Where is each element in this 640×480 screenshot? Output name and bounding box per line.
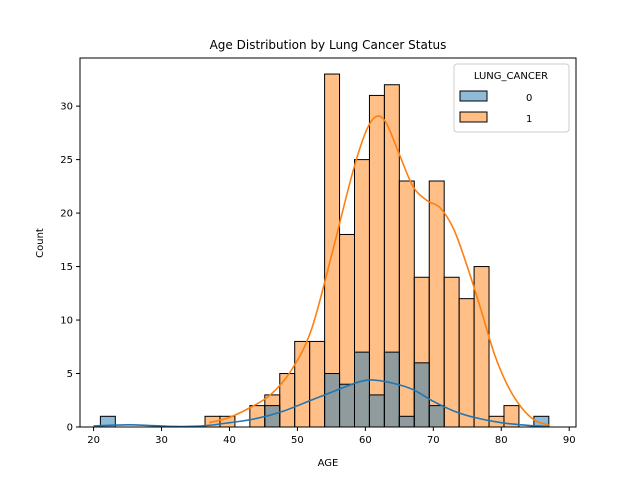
histogram-bar-series-1	[473, 266, 490, 428]
x-tick-label: 60	[359, 435, 372, 446]
histogram-bar-series-1	[368, 94, 385, 428]
histogram-bar-series-0	[368, 394, 385, 428]
histogram-bar-series-0	[339, 383, 355, 428]
plot-frame	[79, 57, 577, 428]
legend-label-1: 1	[526, 114, 532, 125]
y-axis: 0 5 10 15 20 25 30	[60, 102, 80, 434]
histogram-bar-series-1	[443, 276, 460, 428]
histogram-bar-series-1	[458, 298, 475, 428]
x-tick-label: 50	[291, 435, 304, 446]
x-tick-label: 30	[155, 435, 168, 446]
histogram-bar-series-1	[309, 340, 326, 428]
y-tick-label: 10	[60, 316, 73, 327]
x-axis: 20 30 40 50 60 70 80 90	[87, 427, 576, 446]
x-tick-label: 40	[223, 435, 236, 446]
x-tick-label: 70	[427, 435, 440, 446]
x-axis-title: AGE	[318, 458, 339, 469]
y-tick-label: 20	[60, 209, 73, 220]
legend: LUNG_CANCER 0 1	[453, 63, 570, 133]
y-tick-label: 15	[60, 262, 73, 273]
histogram-bar-series-1	[294, 340, 311, 428]
plot-kde-curves	[93, 115, 550, 428]
histogram-bar-series-1	[398, 180, 415, 428]
legend-swatch-0	[459, 90, 488, 102]
histogram-bar-series-0	[398, 415, 415, 428]
histogram-bar-series-0	[324, 373, 341, 428]
y-tick-label: 5	[67, 369, 73, 380]
y-axis-title: Count	[35, 228, 46, 258]
x-tick-label: 20	[87, 435, 100, 446]
histogram-bar-series-1	[279, 373, 296, 428]
legend-title: LUNG_CANCER	[474, 71, 548, 82]
x-tick-label: 90	[563, 435, 576, 446]
kde-line-series-0	[93, 379, 549, 428]
legend-swatch-1	[459, 111, 488, 123]
histogram-bar-series-0	[428, 405, 445, 428]
y-tick-label: 0	[67, 423, 73, 434]
y-tick-label: 30	[60, 102, 73, 113]
chart-title: Age Distribution by Lung Cancer Status	[210, 38, 447, 52]
histogram-bar-series-0	[383, 351, 400, 428]
y-tick-label: 25	[60, 155, 73, 166]
legend-label-0: 0	[526, 93, 532, 104]
plot-bars	[99, 73, 550, 428]
x-tick-label: 80	[495, 435, 508, 446]
histogram-bar-series-1	[428, 180, 445, 428]
histogram-bar-series-0	[353, 351, 370, 428]
kde-line-series-1	[208, 115, 550, 426]
